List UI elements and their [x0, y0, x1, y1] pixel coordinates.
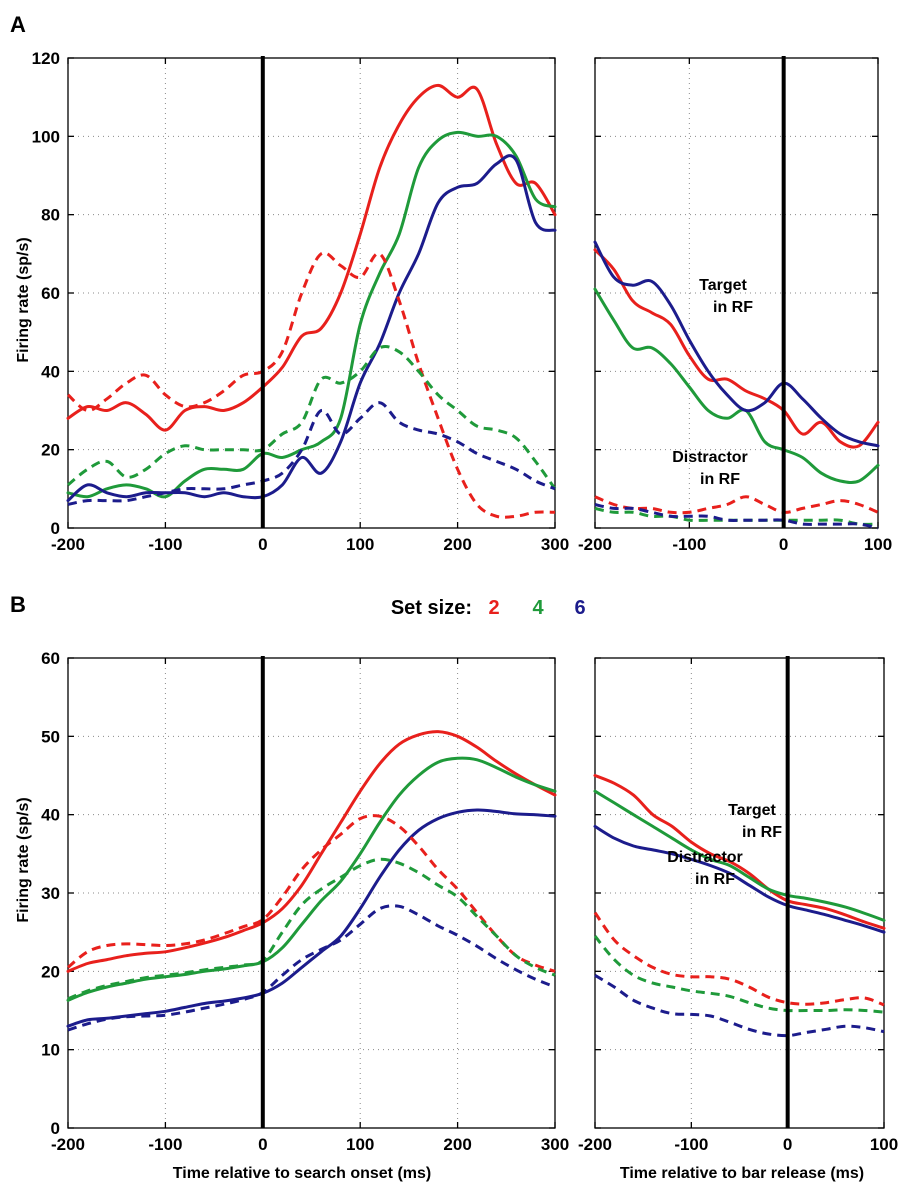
b-search-series-target-set-size-4: [66, 756, 557, 1002]
a-search-series-distractor-set-size-6: [67, 401, 556, 506]
a-bar-series-distractor-set-size-4: [594, 506, 879, 526]
b-search-series-distractor-set-size-2: [67, 814, 556, 973]
b-search-x-tick-label: 300: [541, 1135, 569, 1154]
a-search-y-tick-label: 0: [51, 519, 60, 538]
a-search-x-tick-label: 200: [443, 535, 471, 554]
b-search-series-distractor-set-size-6: [67, 904, 556, 1032]
a-bar-distractor-in-rf-label-line: Distractor: [672, 449, 748, 466]
a-search-y-tick-label: 120: [32, 49, 60, 68]
b-search-x-tick-label: 200: [443, 1135, 471, 1154]
plot-a-search: -200 -100 0 100 200 300 0 20 40 60 80 100 120: [32, 49, 570, 554]
b-search-y-tick-label: 10: [41, 1041, 60, 1060]
b-bar-target-in-rf-label: Target in RF: [728, 802, 782, 841]
b-search-y-tick-label: 20: [41, 962, 60, 981]
a-search-y-tick-label: 80: [41, 206, 60, 225]
b-bar-series-distractor-set-size-4: [593, 935, 885, 1014]
a-bar-series-target-set-size-2: [593, 248, 880, 449]
a-bar-distractor-in-rf-label-line: in RF: [700, 471, 740, 488]
b-bar-series-target-set-size-2: [593, 774, 886, 930]
a-search-frame: [67, 57, 556, 529]
a-bar-target-in-rf-label-line: Target: [699, 277, 747, 294]
b-search-series-distractor-set-size-4: [67, 857, 556, 1001]
a-search-series-distractor-set-size-4: [67, 345, 557, 490]
a-bar-x-tick-label: -200: [578, 535, 612, 554]
a-search-x-tick-label: 0: [258, 535, 267, 554]
a-bar-x-tick-label: 0: [779, 535, 788, 554]
b-bar-x-tick-label: -100: [674, 1135, 708, 1154]
a-search-x-tick-label: -200: [51, 535, 85, 554]
a-search-series-target-set-size-4: [66, 130, 557, 499]
b-bar-series-distractor-set-size-6: [594, 974, 885, 1038]
b-bar-target-in-rf-label-line: in RF: [742, 824, 782, 841]
a-bar-target-in-rf-label: Target in RF: [699, 277, 753, 316]
b-bar-x-tick-label: 0: [783, 1135, 792, 1154]
b-search-y-tick-label: 40: [41, 806, 60, 825]
legend-item-set-size-2: 2: [488, 597, 499, 619]
a-search-x-tick-label: -100: [148, 535, 182, 554]
a-search-x-tick-label: 100: [346, 535, 374, 554]
b-bar-distractor-in-rf-label-line: Distractor: [667, 849, 743, 866]
a-search-series-distractor-set-size-2: [66, 251, 556, 519]
panel-b-y-axis-title: Firing rate (sp/s): [15, 797, 32, 922]
legend-title: Set size:: [391, 597, 472, 619]
set-size-legend: Set size: 2 4 6: [391, 597, 586, 619]
a-search-series-target-set-size-6: [66, 154, 557, 503]
panel-label-b: B: [10, 592, 26, 617]
b-bar-x-tick-label: -200: [578, 1135, 612, 1154]
a-search-y-tick-label: 20: [41, 441, 60, 460]
b-search-frame: [67, 657, 556, 1129]
b-search-y-tick-label: 60: [41, 649, 60, 668]
b-bar-distractor-in-rf-label-line: in RF: [695, 871, 735, 888]
a-search-y-tick-label: 100: [32, 127, 60, 146]
a-search-y-tick-label: 40: [41, 362, 60, 381]
a-bar-x-tick-label: 100: [864, 535, 892, 554]
b-search-x-tick-label: 100: [346, 1135, 374, 1154]
panel-a-y-axis-title: Firing rate (sp/s): [15, 237, 32, 362]
a-bar-series-distractor-set-size-2: [594, 495, 879, 515]
b-search-y-tick-label: 50: [41, 727, 60, 746]
a-bar-series-target-set-size-6: [593, 240, 880, 448]
a-search-series-target-set-size-2: [66, 83, 557, 432]
plot-a-bar: -200 -100 0 100 Target in RF Distractor in RF: [578, 56, 892, 554]
b-search-x-tick-label: -200: [51, 1135, 85, 1154]
b-search-y-tick-label: 0: [51, 1119, 60, 1138]
plot-b-bar: -200 -100 0 100 Target in RF Distractor in RF: [578, 656, 898, 1154]
legend-item-set-size-6: 6: [574, 597, 585, 619]
b-bar-x-tick-label: 100: [870, 1135, 898, 1154]
a-bar-distractor-in-rf-label: Distractor in RF: [672, 449, 748, 488]
a-bar-series-target-set-size-4: [593, 287, 880, 484]
b-search-x-tick-label: 0: [258, 1135, 267, 1154]
b-bar-series-distractor-set-size-2: [593, 911, 885, 1007]
a-bar-series-distractor-set-size-6: [594, 503, 879, 530]
panel-b-bar-x-axis-title: Time relative to bar release (ms): [620, 1165, 864, 1182]
panel-label-a: A: [10, 12, 26, 37]
a-search-x-tick-label: 300: [541, 535, 569, 554]
b-search-series-target-set-size-2: [66, 730, 557, 973]
plot-b-search: -200 -100 0 100 200 300 0 10 20 30 40 50 60: [41, 649, 569, 1154]
b-search-x-tick-label: -100: [148, 1135, 182, 1154]
legend-item-set-size-4: 4: [532, 597, 544, 619]
b-bar-target-in-rf-label-line: Target: [728, 802, 776, 819]
panel-b-search-x-axis-title: Time relative to search onset (ms): [173, 1165, 431, 1182]
b-search-y-tick-label: 30: [41, 884, 60, 903]
a-bar-x-tick-label: -100: [672, 535, 706, 554]
b-search-series-target-set-size-6: [66, 808, 557, 1028]
b-bar-series-target-set-size-6: [593, 824, 886, 934]
b-bar-distractor-in-rf-label: Distractor in RF: [667, 849, 743, 888]
a-bar-target-in-rf-label-line: in RF: [713, 299, 753, 316]
a-search-y-tick-label: 60: [41, 284, 60, 303]
b-bar-series-target-set-size-4: [593, 789, 886, 922]
